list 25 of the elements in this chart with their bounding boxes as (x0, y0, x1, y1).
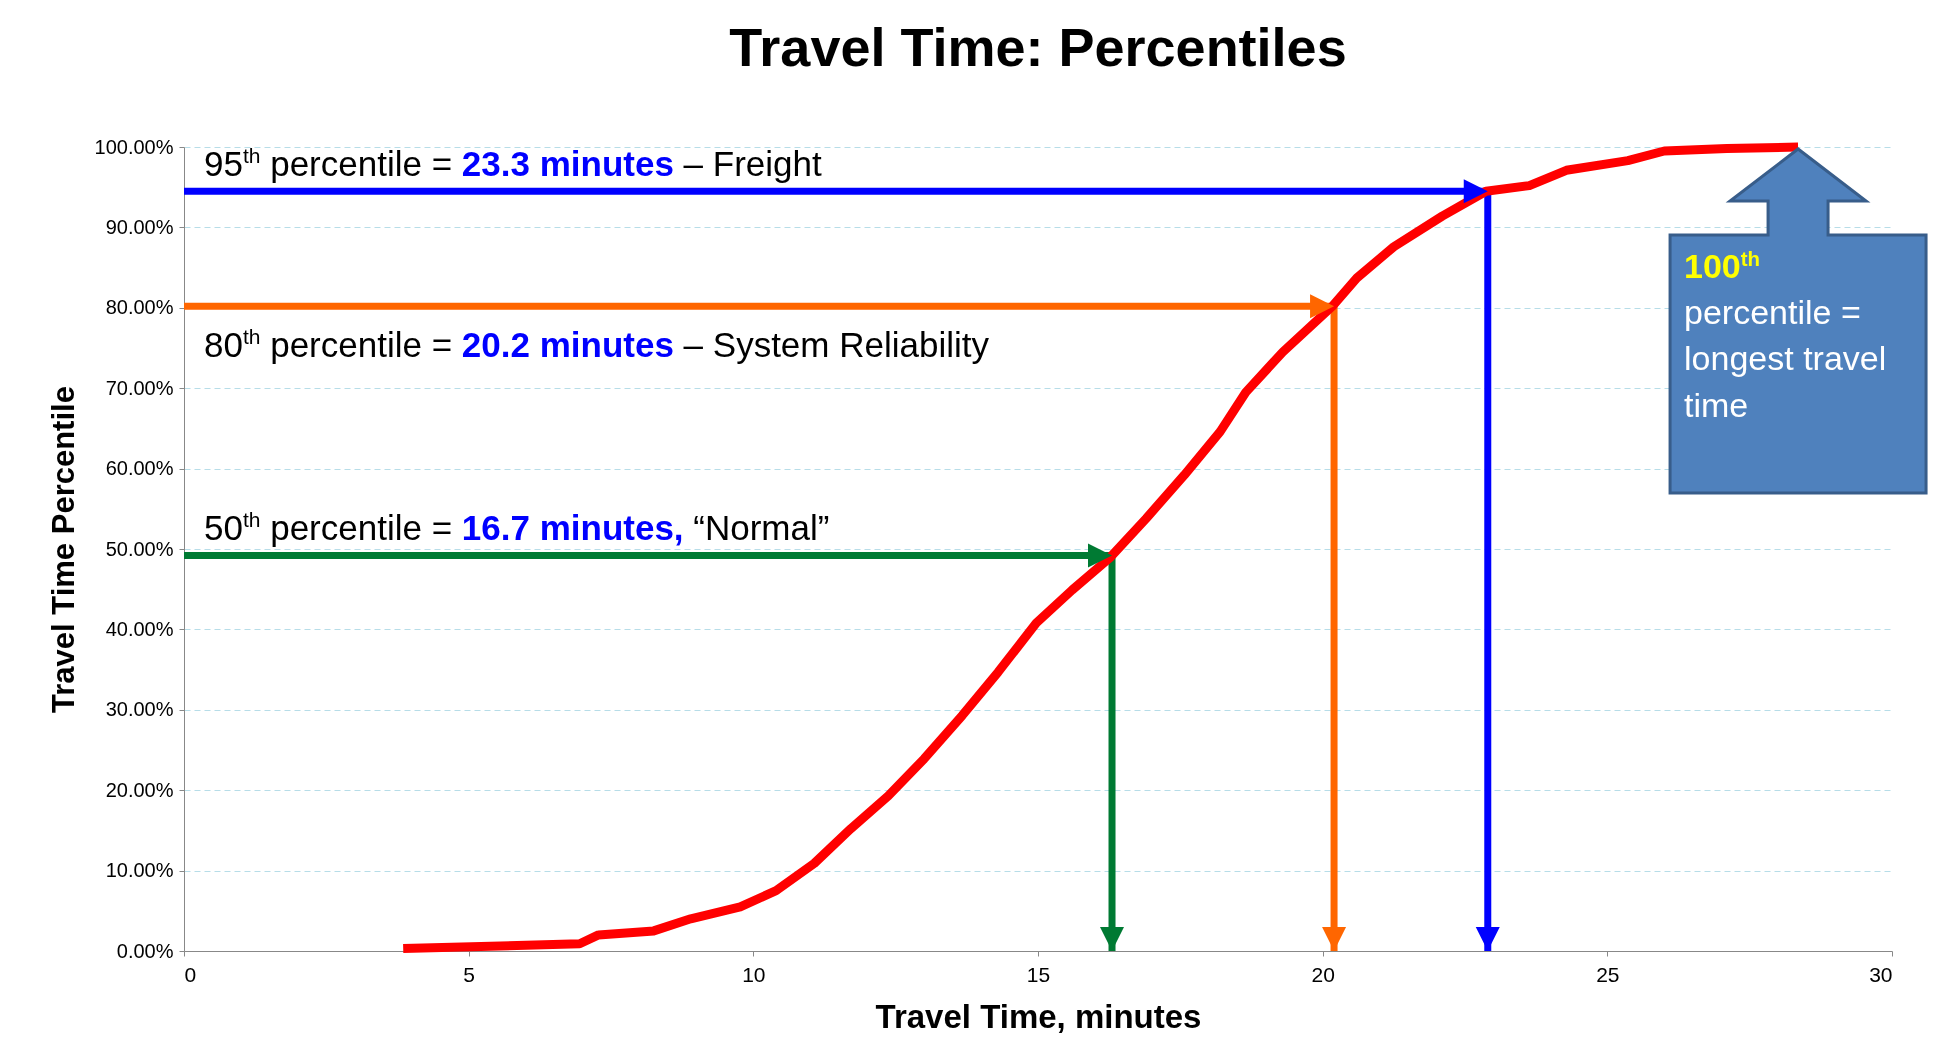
y-tick-label: 100.00% (94, 135, 174, 158)
y-tick-label: 50.00% (105, 537, 174, 560)
y-tick-label: 70.00% (105, 376, 174, 399)
y-tick-label: 80.00% (105, 296, 174, 319)
x-tick-label: 25 (1596, 962, 1620, 986)
y-tick-label: 0.00% (116, 939, 174, 962)
chart-title: Travel Time: Percentiles (729, 17, 1347, 77)
y-tick-label: 40.00% (105, 617, 174, 640)
annotation: 50$^{th}$ percentile = 16.7 minutes, “Normal” (204, 508, 830, 548)
x-axis-title: Travel Time, minutes (875, 997, 1202, 1035)
annotation: 80$^{th}$ percentile = 20.2 minutes – System Reliability (204, 324, 989, 364)
x-tick-label: 30 (1869, 962, 1893, 986)
y-tick-label: 30.00% (105, 698, 174, 721)
x-tick-label: 0 (184, 962, 197, 986)
x-tick-label: 5 (463, 962, 476, 986)
annotation: 95$^{th}$ percentile = 23.3 minutes – Freight (204, 143, 822, 183)
y-tick-label: 20.00% (105, 778, 174, 801)
x-tick-label: 20 (1311, 962, 1335, 986)
x-tick-label: 10 (742, 962, 766, 986)
y-tick-label: 60.00% (105, 457, 174, 480)
y-axis-title: Travel Time Percentile (45, 386, 81, 713)
y-tick-label: 10.00% (105, 859, 174, 882)
y-tick-label: 90.00% (105, 215, 174, 238)
annotation: 100$^{th}$ percentile = longest travel time (1683, 246, 1888, 426)
x-tick-label: 15 (1026, 962, 1051, 986)
